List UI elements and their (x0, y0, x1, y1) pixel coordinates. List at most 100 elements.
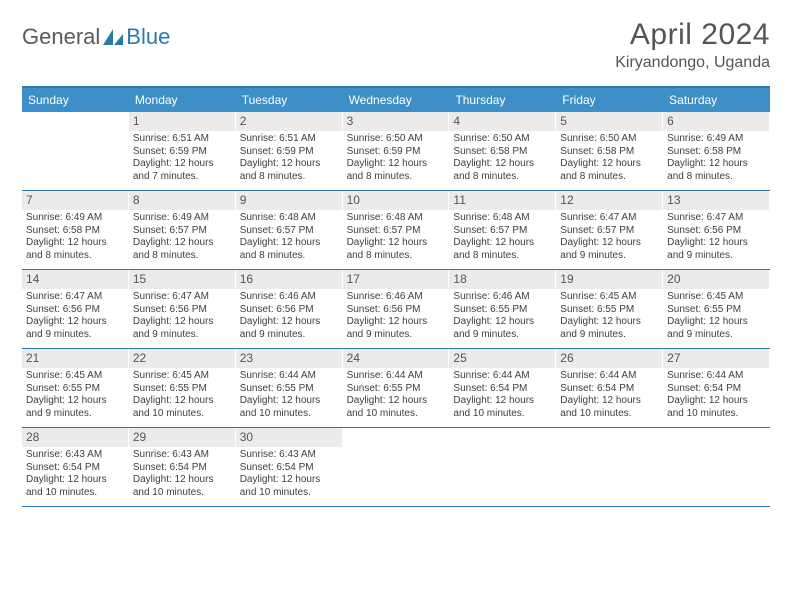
daylight-text: Daylight: 12 hours and 8 minutes. (453, 158, 551, 183)
day-number: 16 (236, 270, 342, 289)
day-number: 10 (343, 191, 449, 210)
day-body: Sunrise: 6:45 AMSunset: 6:55 PMDaylight:… (22, 368, 128, 424)
sunset-text: Sunset: 6:56 PM (26, 304, 124, 317)
week-row: 7Sunrise: 6:49 AMSunset: 6:58 PMDaylight… (22, 191, 770, 270)
day-cell: 8Sunrise: 6:49 AMSunset: 6:57 PMDaylight… (129, 191, 236, 269)
sunset-text: Sunset: 6:57 PM (240, 225, 338, 238)
week-row: 14Sunrise: 6:47 AMSunset: 6:56 PMDayligh… (22, 270, 770, 349)
day-number: 23 (236, 349, 342, 368)
daylight-text: Daylight: 12 hours and 10 minutes. (133, 474, 231, 499)
day-cell: 7Sunrise: 6:49 AMSunset: 6:58 PMDaylight… (22, 191, 129, 269)
dow-cell: Monday (129, 88, 236, 112)
day-cell: 15Sunrise: 6:47 AMSunset: 6:56 PMDayligh… (129, 270, 236, 348)
daylight-text: Daylight: 12 hours and 9 minutes. (240, 316, 338, 341)
day-cell: 3Sunrise: 6:50 AMSunset: 6:59 PMDaylight… (343, 112, 450, 190)
day-cell: 13Sunrise: 6:47 AMSunset: 6:56 PMDayligh… (663, 191, 770, 269)
daylight-text: Daylight: 12 hours and 9 minutes. (560, 316, 658, 341)
sunset-text: Sunset: 6:55 PM (560, 304, 658, 317)
day-body: Sunrise: 6:45 AMSunset: 6:55 PMDaylight:… (129, 368, 235, 424)
day-number: 19 (556, 270, 662, 289)
day-body: Sunrise: 6:50 AMSunset: 6:59 PMDaylight:… (343, 131, 449, 187)
location-label: Kiryandongo, Uganda (615, 54, 770, 72)
day-body: Sunrise: 6:44 AMSunset: 6:54 PMDaylight:… (556, 368, 662, 424)
sunset-text: Sunset: 6:54 PM (133, 462, 231, 475)
day-cell: 30 Sunrise: 6:43 AMSunset: 6:54 PMDayligh… (236, 428, 343, 506)
day-number: 21 (22, 349, 128, 368)
daylight-text: Daylight: 12 hours and 10 minutes. (347, 395, 445, 420)
sunset-text: Sunset: 6:57 PM (560, 225, 658, 238)
daylight-text: Daylight: 12 hours and 8 minutes. (240, 237, 338, 262)
sunrise-text: Sunrise: 6:44 AM (667, 370, 765, 383)
dow-cell: Friday (556, 88, 663, 112)
day-body: Sunrise: 6:46 AMSunset: 6:56 PMDaylight:… (236, 289, 342, 345)
daylight-text: Daylight: 12 hours and 10 minutes. (240, 474, 338, 499)
daylight-text: Daylight: 12 hours and 10 minutes. (26, 474, 124, 499)
day-body: Sunrise: 6:48 AMSunset: 6:57 PMDaylight:… (343, 210, 449, 266)
weeks-container: 1Sunrise: 6:51 AMSunset: 6:59 PMDaylight… (22, 112, 770, 507)
day-cell: 17Sunrise: 6:46 AMSunset: 6:56 PMDayligh… (343, 270, 450, 348)
sunrise-text: Sunrise: 6:43 AM (240, 449, 338, 462)
day-cell: 16Sunrise: 6:46 AMSunset: 6:56 PMDayligh… (236, 270, 343, 348)
day-number: 25 (449, 349, 555, 368)
logo-sail-icon (102, 28, 124, 46)
day-cell: 27Sunrise: 6:44 AMSunset: 6:54 PMDayligh… (663, 349, 770, 427)
sunrise-text: Sunrise: 6:45 AM (133, 370, 231, 383)
day-cell: 12Sunrise: 6:47 AMSunset: 6:57 PMDayligh… (556, 191, 663, 269)
sunset-text: Sunset: 6:56 PM (347, 304, 445, 317)
logo-text-2: Blue (126, 24, 170, 50)
sunrise-text: Sunrise: 6:48 AM (347, 212, 445, 225)
day-body: Sunrise: 6:46 AMSunset: 6:55 PMDaylight:… (449, 289, 555, 345)
month-title: April 2024 (615, 18, 770, 52)
daylight-text: Daylight: 12 hours and 9 minutes. (667, 316, 765, 341)
week-row: 1Sunrise: 6:51 AMSunset: 6:59 PMDaylight… (22, 112, 770, 191)
sunrise-text: Sunrise: 6:44 AM (560, 370, 658, 383)
daylight-text: Daylight: 12 hours and 10 minutes. (560, 395, 658, 420)
page-header: General Blue April 2024 Kiryandongo, Uga… (22, 18, 770, 72)
day-cell: 9Sunrise: 6:48 AMSunset: 6:57 PMDaylight… (236, 191, 343, 269)
day-cell: 22Sunrise: 6:45 AMSunset: 6:55 PMDayligh… (129, 349, 236, 427)
sunset-text: Sunset: 6:59 PM (347, 146, 445, 159)
logo-text-1: General (22, 24, 100, 50)
sunset-text: Sunset: 6:58 PM (667, 146, 765, 159)
sunrise-text: Sunrise: 6:46 AM (347, 291, 445, 304)
daylight-text: Daylight: 12 hours and 9 minutes. (26, 395, 124, 420)
day-cell: 29Sunrise: 6:43 AMSunset: 6:54 PMDayligh… (129, 428, 236, 506)
day-body: Sunrise: 6:51 AMSunset: 6:59 PMDaylight:… (236, 131, 342, 187)
sunset-text: Sunset: 6:54 PM (240, 462, 338, 475)
sunrise-text: Sunrise: 6:44 AM (240, 370, 338, 383)
day-cell: 1Sunrise: 6:51 AMSunset: 6:59 PMDaylight… (129, 112, 236, 190)
day-number: 3 (343, 112, 449, 131)
sunset-text: Sunset: 6:54 PM (453, 383, 551, 396)
sunrise-text: Sunrise: 6:51 AM (133, 133, 231, 146)
sunset-text: Sunset: 6:57 PM (347, 225, 445, 238)
sunrise-text: Sunrise: 6:45 AM (560, 291, 658, 304)
sunrise-text: Sunrise: 6:43 AM (133, 449, 231, 462)
daylight-text: Daylight: 12 hours and 9 minutes. (560, 237, 658, 262)
sunrise-text: Sunrise: 6:47 AM (667, 212, 765, 225)
sunset-text: Sunset: 6:55 PM (26, 383, 124, 396)
day-body: Sunrise: 6:45 AMSunset: 6:55 PMDaylight:… (663, 289, 769, 345)
sunrise-text: Sunrise: 6:45 AM (667, 291, 765, 304)
day-number: 30 (236, 428, 342, 447)
daylight-text: Daylight: 12 hours and 9 minutes. (453, 316, 551, 341)
sunset-text: Sunset: 6:58 PM (560, 146, 658, 159)
day-cell: 11Sunrise: 6:48 AMSunset: 6:57 PMDayligh… (449, 191, 556, 269)
day-number: 14 (22, 270, 128, 289)
sunset-text: Sunset: 6:54 PM (667, 383, 765, 396)
sunrise-text: Sunrise: 6:47 AM (133, 291, 231, 304)
sunrise-text: Sunrise: 6:47 AM (560, 212, 658, 225)
day-cell: 18Sunrise: 6:46 AMSunset: 6:55 PMDayligh… (449, 270, 556, 348)
sunset-text: Sunset: 6:59 PM (240, 146, 338, 159)
day-cell: 4Sunrise: 6:50 AMSunset: 6:58 PMDaylight… (449, 112, 556, 190)
daylight-text: Daylight: 12 hours and 7 minutes. (133, 158, 231, 183)
day-number: 7 (22, 191, 128, 210)
daylight-text: Daylight: 12 hours and 8 minutes. (133, 237, 231, 262)
day-number: 2 (236, 112, 342, 131)
dow-cell: Wednesday (343, 88, 450, 112)
day-cell: 14Sunrise: 6:47 AMSunset: 6:56 PMDayligh… (22, 270, 129, 348)
sunset-text: Sunset: 6:56 PM (133, 304, 231, 317)
day-body: Sunrise: 6:47 AMSunset: 6:57 PMDaylight:… (556, 210, 662, 266)
day-cell: 25Sunrise: 6:44 AMSunset: 6:54 PMDayligh… (449, 349, 556, 427)
dow-cell: Thursday (449, 88, 556, 112)
sunset-text: Sunset: 6:56 PM (667, 225, 765, 238)
